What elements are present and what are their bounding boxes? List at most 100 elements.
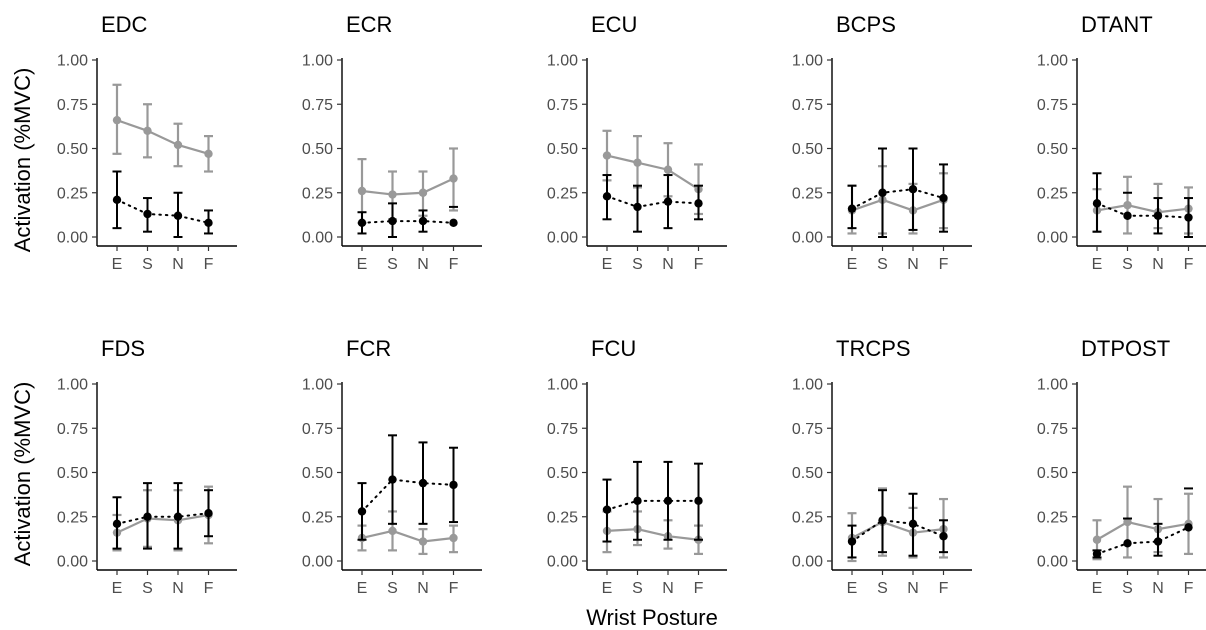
panel-title: FDS <box>101 336 145 361</box>
data-point <box>878 516 887 525</box>
data-point <box>388 190 397 199</box>
data-point <box>173 211 183 220</box>
x-tick-label: S <box>142 256 153 273</box>
x-tick-label: F <box>1184 256 1194 273</box>
y-tick-label: 1.00 <box>57 377 88 394</box>
panel-fcu: FCU 0.00 0.25 0.50 0.75 1.00 E S N F <box>547 336 727 597</box>
y-tick-label: 0.00 <box>302 230 333 247</box>
data-point <box>418 216 428 226</box>
x-tick-label: N <box>662 256 674 273</box>
panel-ecr: ECR 0.00 0.25 0.50 0.75 1.00 E S N F <box>302 12 482 273</box>
x-tick-label: F <box>449 256 459 273</box>
panels: EDC 0.00 0.25 0.50 0.75 1.00 E S N F ECR 0.00 0.25 0.… <box>57 12 1206 597</box>
y-tick-label: 0.75 <box>57 97 88 114</box>
data-point <box>418 478 428 488</box>
y-tick-label: 0.75 <box>792 97 823 114</box>
data-point <box>143 126 152 135</box>
y-tick-label: 0.25 <box>57 509 88 526</box>
x-tick-label: E <box>1092 256 1103 273</box>
series-1 <box>602 510 703 556</box>
data-point <box>388 216 397 226</box>
y-tick-label: 0.25 <box>57 185 88 202</box>
data-point <box>204 509 213 518</box>
series-line <box>116 512 210 525</box>
x-tick-label: S <box>877 580 888 597</box>
data-point <box>204 218 213 228</box>
y-tick-label: 1.00 <box>1037 53 1068 70</box>
series-line <box>361 220 455 224</box>
data-point <box>449 480 458 490</box>
y-tick-label: 0.00 <box>1037 230 1068 247</box>
x-tick-label: S <box>1122 580 1133 597</box>
data-point <box>388 475 397 484</box>
panel-title: TRCPS <box>836 336 911 361</box>
series-2 <box>847 489 948 559</box>
panel-title: DTPOST <box>1081 336 1170 361</box>
series-2 <box>112 170 213 238</box>
series-line <box>116 198 210 224</box>
data-point <box>694 496 703 506</box>
y-tick-label: 1.00 <box>1037 377 1068 394</box>
y-tick-label: 0.75 <box>547 421 578 438</box>
data-point <box>449 218 458 228</box>
data-point <box>449 174 458 183</box>
series-line <box>1096 520 1189 541</box>
y-tick-label: 0.00 <box>1037 554 1068 571</box>
x-tick-label: F <box>204 256 214 273</box>
x-tick-label: N <box>1152 256 1164 273</box>
data-point <box>602 151 612 160</box>
x-axis-label: Wrist Posture <box>586 605 718 630</box>
y-tick-label: 0.25 <box>547 509 578 526</box>
data-point <box>357 507 367 516</box>
x-tick-label: E <box>1092 580 1103 597</box>
data-point <box>204 149 213 159</box>
panel-title: FCR <box>346 336 391 361</box>
series-line <box>606 528 699 541</box>
x-tick-label: E <box>357 580 368 597</box>
series-2 <box>1092 172 1193 238</box>
y-tick-label: 1.00 <box>547 377 578 394</box>
x-tick-label: F <box>694 580 704 597</box>
data-point <box>173 140 183 150</box>
data-point <box>602 505 612 514</box>
series-1 <box>602 129 703 216</box>
series-2 <box>602 460 703 543</box>
x-tick-label: N <box>1152 580 1164 597</box>
y-tick-label: 1.00 <box>792 377 823 394</box>
x-tick-label: E <box>847 580 858 597</box>
series-1 <box>847 165 948 235</box>
x-tick-label: N <box>417 256 429 273</box>
x-tick-label: F <box>939 256 949 273</box>
x-tick-label: N <box>172 580 184 597</box>
data-point <box>112 519 122 529</box>
y-tick-label: 0.50 <box>792 141 823 158</box>
y-tick-label: 0.50 <box>547 465 578 482</box>
y-tick-label: 0.00 <box>547 230 578 247</box>
data-point <box>418 537 428 546</box>
panel-title: BCPS <box>836 12 896 37</box>
x-tick-label: S <box>142 580 153 597</box>
data-point <box>1153 211 1163 220</box>
series-1 <box>847 487 948 563</box>
data-point <box>1092 549 1102 559</box>
series-1 <box>1092 485 1193 561</box>
x-tick-label: E <box>602 580 613 597</box>
y-tick-label: 0.50 <box>792 465 823 482</box>
series-line <box>116 513 209 534</box>
data-point <box>878 188 887 197</box>
y-tick-label: 0.75 <box>1037 97 1068 114</box>
series-2 <box>112 482 213 550</box>
x-tick-label: F <box>939 580 949 597</box>
series-line <box>606 195 700 208</box>
data-point <box>388 526 397 536</box>
data-point <box>633 202 642 212</box>
panel-title: FCU <box>591 336 636 361</box>
panel-fcr: FCR 0.00 0.25 0.50 0.75 1.00 E S N F <box>302 336 482 597</box>
data-point <box>357 218 367 228</box>
y-tick-label: 0.25 <box>792 509 823 526</box>
x-tick-label: S <box>632 256 643 273</box>
y-tick-label: 1.00 <box>792 53 823 70</box>
x-tick-label: S <box>632 580 643 597</box>
data-point <box>694 199 703 208</box>
y-tick-label: 0.00 <box>792 230 823 247</box>
